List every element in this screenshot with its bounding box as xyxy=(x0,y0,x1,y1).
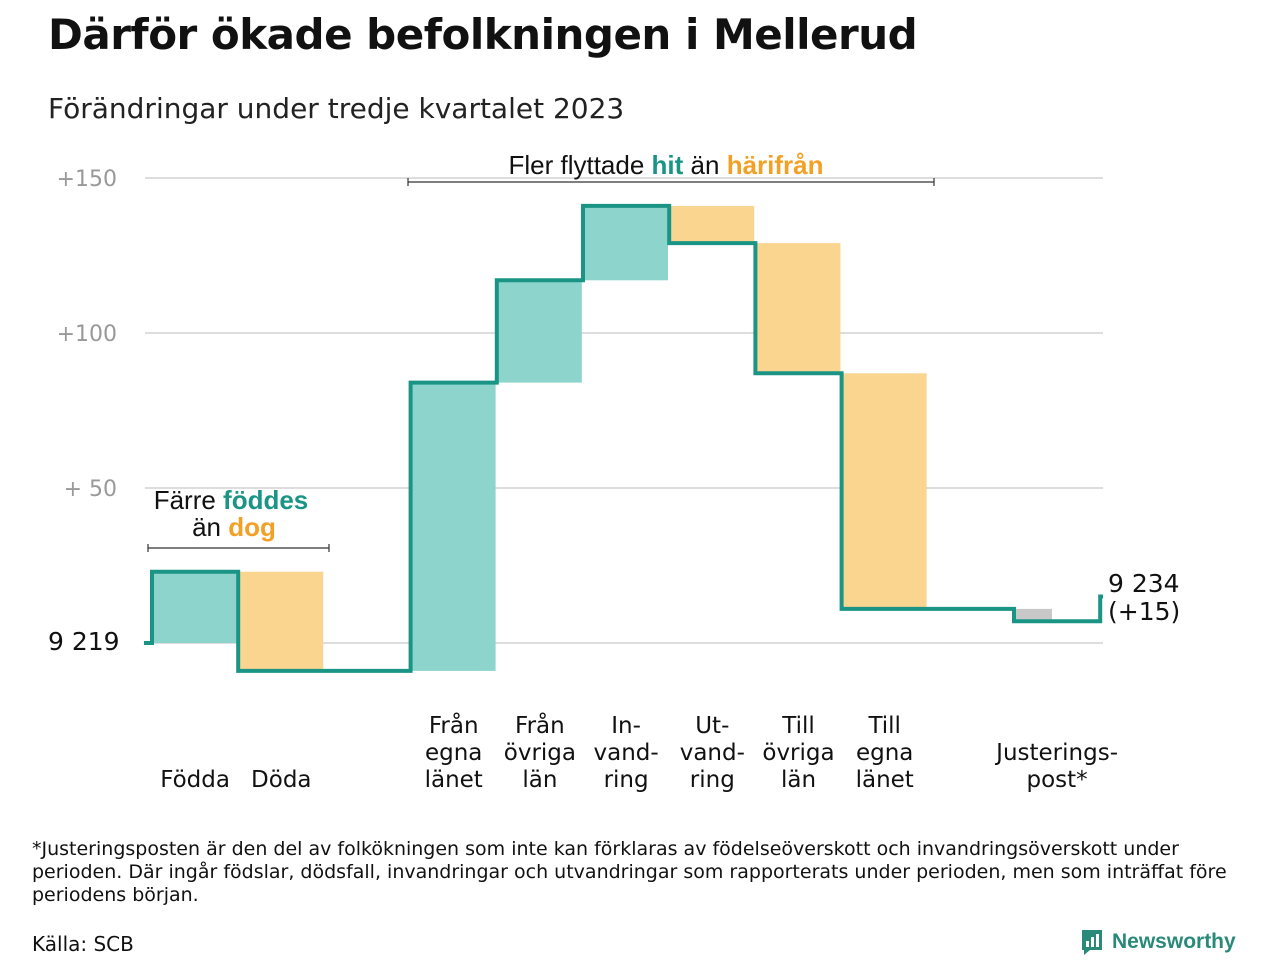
bar-decrease xyxy=(756,243,841,374)
x-category-label: ring xyxy=(690,767,735,793)
footnote: *Justeringsposten är den del av folkökni… xyxy=(32,838,1227,906)
x-category-label: övriga xyxy=(762,740,834,766)
source-label: Källa: SCB xyxy=(32,932,134,956)
svg-text:Fler flyttade hit än härifrån: Fler flyttade hit än härifrån xyxy=(508,150,823,180)
step-line-layer xyxy=(144,203,1103,673)
x-category-label: länet xyxy=(856,767,914,793)
x-category-label: Till xyxy=(867,713,901,739)
y-tick-label: +100 xyxy=(57,322,117,347)
bar-decrease xyxy=(842,373,927,609)
cumulative-step-line xyxy=(144,203,1103,673)
svg-text:än dog: än dog xyxy=(192,512,276,542)
x-category-label: Från xyxy=(429,711,479,739)
chart-title: Därför ökade befolkningen i Mellerud xyxy=(48,10,918,59)
x-category-label: länet xyxy=(425,767,483,793)
x-category-label: post* xyxy=(1027,767,1088,793)
x-category-label: ring xyxy=(604,767,649,793)
x-category-label: egna xyxy=(856,740,913,766)
bar-adjustment xyxy=(1016,608,1052,622)
x-category-label: län xyxy=(522,767,557,793)
x-category-label: Födda xyxy=(160,767,230,793)
y-tick-label: +150 xyxy=(57,167,117,192)
x-category-label: Från xyxy=(515,711,565,739)
bar-decrease xyxy=(670,205,755,244)
baseline-value-label: 9 219 xyxy=(48,627,120,656)
x-category-label: Ut- xyxy=(695,713,729,739)
brand-logo[interactable]: Newsworthy xyxy=(1080,928,1236,956)
bar-decrease xyxy=(239,571,324,671)
end-change-label: (+15) xyxy=(1108,597,1180,626)
x-category-label: vand- xyxy=(680,740,745,766)
x-category-label: In- xyxy=(611,713,641,739)
births-deaths-bracket xyxy=(147,544,330,552)
category-label-layer: Födda DödaFrånegnalänetFrånövrigalänIn-va… xyxy=(160,711,1118,793)
bar-increase xyxy=(411,382,496,671)
bar-increase xyxy=(497,280,582,383)
x-category-label: övriga xyxy=(504,740,576,766)
y-tick-label: + 50 xyxy=(64,477,117,502)
migration-annotation: Fler flyttade hit än härifrån xyxy=(407,150,935,186)
end-value-label: 9 234 xyxy=(1108,569,1180,598)
bar-increase xyxy=(153,571,237,643)
x-category-label: Till xyxy=(781,713,815,739)
brand-name: Newsworthy xyxy=(1112,930,1236,953)
x-category-label: län xyxy=(781,767,816,793)
x-category-label: vand- xyxy=(594,740,659,766)
waterfall-chart: +150+100+ 50 Födda DödaFrånegnalänetFrånö… xyxy=(48,150,1180,793)
x-category-label: egna xyxy=(425,740,482,766)
svg-text:Färre föddes: Färre föddes xyxy=(154,485,309,515)
x-category-label: Justerings- xyxy=(994,740,1118,766)
births-deaths-annotation: Färre föddes än dog xyxy=(147,485,330,552)
bar-layer xyxy=(153,205,1052,671)
newsworthy-logo-icon xyxy=(1082,930,1102,955)
bar-increase xyxy=(584,205,668,281)
chart-subtitle: Förändringar under tredje kvartalet 2023 xyxy=(48,92,625,125)
x-category-label: Döda xyxy=(251,767,311,793)
migration-bracket xyxy=(407,178,935,186)
